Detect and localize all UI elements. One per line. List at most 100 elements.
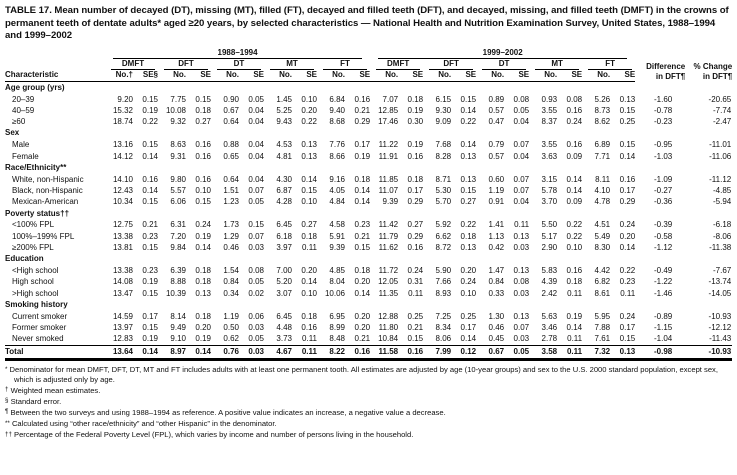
table-row: >High school 13.47 0.15 10.39 0.13 0.34 0.02 3.…: [5, 288, 732, 299]
value-cell: 0.16: [354, 94, 371, 104]
value-cell: 13.64: [105, 344, 133, 362]
value-cell: 0.16: [345, 344, 371, 362]
value-cell: 0.05: [504, 344, 530, 362]
document-table: 1988–1994 1999–2002 DMFT DFT DT MT FT DM…: [5, 48, 733, 362]
value-cell: 0.33: [488, 288, 505, 298]
footnote: * Denominator for mean DMFT, DFT, DT, MT…: [5, 365, 718, 384]
section-row: Race/Ethnicity**: [5, 162, 732, 174]
value-cell: 0.07: [513, 174, 530, 184]
value-cell: 0.20: [301, 266, 317, 276]
row-label: High school: [12, 277, 54, 287]
value-cell: 4.05: [329, 185, 345, 195]
value-cell: 12.75: [112, 220, 133, 230]
section-label: Age group (yrs): [5, 82, 65, 92]
value-cell: 13.47: [112, 288, 133, 298]
value-cell: 0.27: [460, 197, 477, 207]
value-cell: 0.11: [557, 344, 583, 362]
value-cell: 0.93: [541, 94, 558, 104]
value-cell: 0.90: [223, 94, 239, 104]
value-cell: 0.23: [142, 266, 158, 276]
value-cell: 0.22: [566, 220, 583, 230]
value-cell: 0.20: [301, 105, 317, 115]
value-cell: 0.14: [354, 185, 371, 195]
value-cell: 0.17: [460, 323, 477, 333]
value-cell: 0.04: [248, 174, 264, 184]
section-label: Smoking history: [5, 299, 68, 309]
table-row: <High school 13.38 0.23 6.39 0.18 1.54 0.08 7.0…: [5, 265, 732, 276]
value-cell: 6.95: [329, 311, 345, 321]
measure-header-ft: FT: [317, 59, 370, 70]
percent-change-cell: -2.47: [712, 117, 732, 127]
value-cell: 0.20: [619, 231, 636, 241]
value-cell: 9.09: [435, 117, 452, 127]
value-cell: 0.15: [619, 334, 636, 344]
value-cell: 0.29: [354, 117, 371, 127]
value-cell: 0.11: [567, 288, 583, 298]
value-cell: 10.84: [378, 334, 399, 344]
difference-cell: -0.39: [653, 220, 673, 230]
value-cell: 7.00: [276, 266, 292, 276]
value-cell: 1.30: [488, 311, 505, 321]
value-cell: 0.19: [195, 231, 211, 241]
value-cell: 14.59: [112, 311, 133, 321]
value-cell: 0.03: [239, 344, 264, 362]
value-cell: 1.13: [488, 231, 505, 241]
value-cell: 0.23: [619, 277, 636, 287]
value-cell: 0.18: [195, 105, 211, 115]
value-cell: 0.21: [354, 334, 371, 344]
value-cell: 3.07: [276, 288, 292, 298]
value-cell: 4.53: [276, 140, 292, 150]
value-cell: 0.13: [460, 174, 477, 184]
value-cell: 5.17: [541, 231, 558, 241]
value-cell: 0.88: [223, 140, 239, 150]
value-cell: 0.62: [223, 334, 239, 344]
value-cell: 0.19: [142, 334, 158, 344]
table-row: 100%–199% FPL 13.38 0.23 7.20 0.19 1.29 0.07 6.…: [5, 231, 732, 242]
value-cell: 8.63: [170, 140, 186, 150]
measure-header-mt: MT: [529, 59, 582, 70]
value-cell: 3.58: [529, 344, 558, 362]
value-cell: 0.64: [223, 174, 239, 184]
row-label: ≥60: [12, 117, 26, 127]
value-cell: 0.13: [610, 344, 636, 362]
value-cell: 0.89: [488, 94, 505, 104]
value-cell: 14.10: [112, 174, 133, 184]
value-cell: 0.22: [301, 117, 317, 127]
value-cell: 0.11: [514, 220, 530, 230]
value-cell: 0.15: [301, 185, 317, 195]
table-row: Mexican-American 10.34 0.15 6.06 0.15 1.23 0.0…: [5, 196, 732, 207]
value-cell: 6.18: [276, 231, 292, 241]
value-cell: 0.29: [407, 197, 424, 207]
value-cell: 0.18: [301, 231, 317, 241]
value-cell: 0.05: [248, 197, 264, 207]
value-cell: 0.34: [223, 288, 239, 298]
value-cell: 13.97: [112, 323, 133, 333]
value-cell: 11.79: [378, 231, 399, 241]
value-cell: 0.18: [354, 266, 371, 276]
value-cell: 0.05: [513, 105, 530, 115]
value-cell: 0.19: [407, 105, 424, 115]
footnote: ** Calculated using “other race/ethnicit…: [5, 419, 277, 429]
value-cell: 9.43: [276, 117, 292, 127]
footnote-marker: **: [5, 419, 10, 427]
value-cell: 0.03: [248, 323, 264, 333]
percent-change-cell: -11.01: [709, 140, 732, 150]
value-cell: 0.14: [354, 288, 371, 298]
value-cell: 0.07: [248, 231, 264, 241]
value-cell: 0.30: [407, 117, 424, 127]
value-cell: 8.22: [317, 344, 345, 362]
value-cell: 0.10: [301, 197, 317, 207]
period-header-1988-1994: 1988–1994: [105, 48, 370, 59]
value-cell: 6.82: [594, 277, 611, 287]
value-cell: 0.16: [407, 242, 424, 252]
value-cell: 0.10: [195, 185, 211, 195]
value-cell: 8.28: [435, 151, 452, 161]
value-cell: 0.13: [301, 140, 317, 150]
value-cell: 0.46: [223, 242, 239, 252]
value-cell: 0.15: [619, 105, 636, 115]
value-cell: 7.61: [594, 334, 611, 344]
percent-change-cell: -7.67: [712, 266, 732, 276]
value-cell: 12.83: [112, 334, 133, 344]
value-cell: 0.57: [488, 151, 505, 161]
value-cell: 0.18: [566, 277, 583, 287]
